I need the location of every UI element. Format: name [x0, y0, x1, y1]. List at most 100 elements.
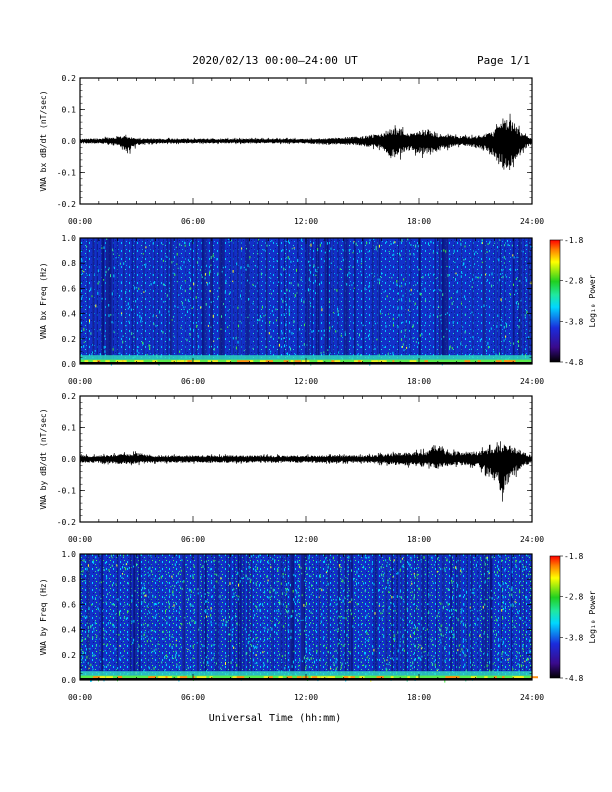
- spectrogram-pixel: [446, 328, 448, 330]
- spectrogram-pixel: [470, 661, 471, 664]
- spectrogram-pixel: [257, 319, 259, 322]
- spectrogram-pixel: [225, 616, 226, 618]
- spectrogram-pixel: [188, 271, 190, 274]
- spectrogram-pixel: [81, 259, 83, 262]
- spectrogram-pixel: [94, 350, 96, 352]
- spectrogram-pixel: [228, 293, 230, 295]
- spectrogram-pixel: [81, 655, 83, 657]
- low-frequency-hotspot: [290, 360, 294, 363]
- spectrogram-streak: [147, 554, 149, 680]
- spectrogram-pixel: [491, 607, 493, 610]
- spectrogram-pixel: [256, 605, 258, 609]
- spectrogram-pixel: [496, 633, 497, 636]
- spectrogram-pixel: [389, 269, 390, 270]
- spectrogram-pixel: [82, 651, 84, 655]
- spectrogram-pixel: [303, 656, 305, 660]
- spectrogram-pixel: [297, 560, 299, 563]
- spectrogram-pixel: [483, 304, 485, 308]
- low-frequency-hotspot: [249, 360, 254, 363]
- spectrogram-pixel: [256, 662, 258, 665]
- spectrogram-pixel: [252, 347, 254, 350]
- spectrogram-pixel: [106, 643, 108, 646]
- spectrogram-pixel: [377, 627, 379, 630]
- spectrogram-pixel: [334, 288, 336, 291]
- y-axis-label: VNA by Freq (Hz): [39, 578, 48, 655]
- spectrogram-pixel: [170, 586, 172, 588]
- spectrogram-pixel: [119, 352, 121, 355]
- spectrogram-streak: [512, 238, 515, 364]
- spectrogram-pixel: [246, 652, 248, 654]
- spectrogram-pixel: [342, 654, 344, 656]
- spectrogram-pixel: [488, 577, 490, 580]
- spectrogram-pixel: [213, 559, 215, 562]
- spectrogram-pixel: [275, 591, 277, 595]
- spectrogram-pixel: [404, 629, 406, 632]
- spectrogram-pixel: [324, 560, 325, 563]
- low-frequency-hotspot: [179, 676, 188, 679]
- spectrogram-pixel: [386, 241, 388, 243]
- spectrogram-pixel: [483, 653, 485, 655]
- spectrogram-pixel: [401, 285, 403, 287]
- spectrogram-pixel: [134, 590, 136, 592]
- spectrogram-pixel: [513, 283, 514, 286]
- spectrogram-streak: [138, 554, 141, 680]
- spectrogram-pixel: [477, 618, 479, 621]
- spectrogram-pixel: [103, 633, 105, 636]
- spectrogram-pixel: [404, 282, 406, 286]
- spectrogram-pixel: [380, 276, 381, 278]
- spectrogram-pixel: [107, 593, 109, 596]
- spectrogram-pixel: [83, 615, 85, 618]
- spectrogram-pixel: [256, 567, 258, 570]
- spectrogram-pixel: [210, 301, 212, 304]
- spectrogram-pixel: [496, 325, 498, 328]
- spectrogram-pixel: [322, 605, 324, 608]
- spectrogram-pixel: [490, 589, 492, 592]
- spectrogram-pixel: [335, 657, 337, 661]
- spectrogram-pixel: [112, 624, 114, 627]
- spectrogram-pixel: [309, 648, 311, 651]
- spectrogram-pixel: [416, 567, 417, 569]
- spectrogram-pixel: [451, 613, 453, 615]
- spectrogram-pixel: [125, 290, 127, 293]
- spectrogram-pixel: [315, 274, 317, 276]
- spectrogram-pixel: [402, 648, 404, 651]
- spectrogram-pixel: [464, 313, 466, 316]
- spectrogram-pixel: [501, 605, 503, 608]
- spectrogram-pixel: [436, 251, 438, 253]
- spectrogram-pixel: [449, 658, 451, 660]
- spectrogram-pixel: [284, 344, 285, 348]
- spectrogram-pixel: [401, 338, 402, 341]
- spectrogram-pixel: [382, 610, 384, 613]
- spectrogram-pixel: [240, 266, 242, 270]
- spectrogram-pixel: [240, 577, 242, 579]
- spectrogram-pixel: [516, 256, 518, 258]
- spectrogram-pixel: [90, 663, 92, 667]
- spectrogram-pixel: [205, 600, 207, 603]
- spectrogram-pixel: [449, 636, 451, 638]
- spectrogram-pixel: [447, 274, 449, 277]
- spectrogram-pixel: [104, 569, 105, 571]
- low-frequency-hotspot: [515, 676, 523, 679]
- spectrogram-pixel: [278, 621, 280, 624]
- spectrogram-pixel: [323, 334, 325, 337]
- spectrogram-pixel: [171, 319, 173, 321]
- spectrogram-pixel: [427, 612, 429, 614]
- spectrogram-pixel: [399, 254, 401, 257]
- spectrogram-pixel: [125, 567, 127, 571]
- spectrogram-streak: [116, 554, 119, 680]
- spectrogram-pixel: [143, 582, 145, 585]
- spectrogram-pixel: [297, 619, 299, 622]
- spectrogram-pixel: [280, 273, 282, 275]
- spectrogram-pixel: [267, 628, 269, 631]
- spectrogram-pixel: [159, 570, 161, 572]
- spectrogram-pixel: [337, 627, 339, 631]
- spectrogram-pixel: [394, 610, 396, 612]
- spectrogram-pixel: [528, 573, 530, 576]
- spectrogram-pixel: [417, 646, 419, 648]
- spectrogram-streak: [379, 238, 381, 364]
- spectrogram-pixel: [117, 598, 119, 601]
- spectrogram-pixel: [451, 577, 453, 580]
- spectrogram-pixel: [372, 591, 374, 593]
- spectrogram-pixel: [234, 614, 236, 618]
- spectrogram-pixel: [366, 605, 368, 607]
